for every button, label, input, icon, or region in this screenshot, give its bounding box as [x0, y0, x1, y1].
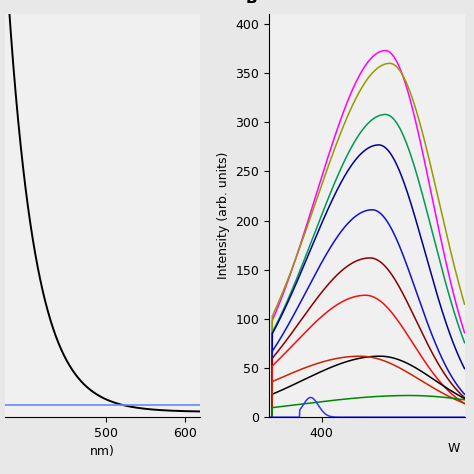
Text: W: W	[447, 442, 460, 455]
X-axis label: nm): nm)	[90, 446, 115, 458]
Text: B: B	[246, 0, 257, 6]
Y-axis label: Intensity (arb. units): Intensity (arb. units)	[217, 152, 230, 279]
